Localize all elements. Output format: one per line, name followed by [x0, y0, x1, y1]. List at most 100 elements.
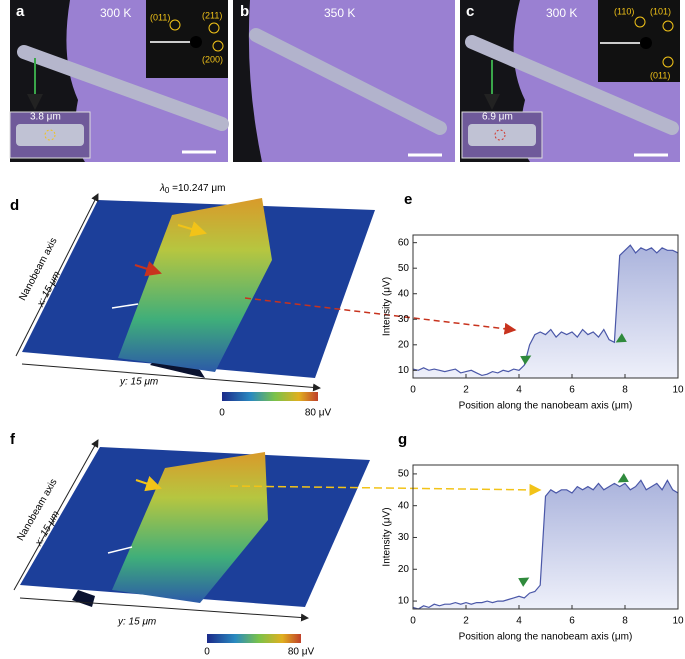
beam-stop [190, 36, 202, 48]
wavelength-value: =10.247 μm [169, 183, 225, 194]
temperature: 300 K [100, 6, 131, 20]
substrate-edge [233, 0, 262, 162]
spot-ring [169, 19, 181, 31]
wavelength: λ0 =10.247 μm [159, 183, 225, 195]
spot-ring [212, 40, 224, 52]
diffraction-inset [146, 0, 228, 78]
line [412, 244, 679, 377]
wavelength-symbol: λ [159, 183, 165, 194]
panel-letter: f [10, 431, 16, 448]
length-label: 3.8 μm [30, 112, 61, 123]
y-tick-label: 60 [398, 237, 410, 248]
step-marker [518, 577, 530, 587]
map-ridge [112, 452, 268, 603]
arrow [135, 475, 162, 492]
x-tick-label: 6 [569, 385, 575, 396]
panel-letter: c [466, 3, 474, 20]
y-tick-label: 10 [398, 365, 410, 376]
x-tick-label: 8 [622, 385, 628, 396]
temperature: 300 K [546, 6, 577, 20]
nanobeam [249, 28, 447, 135]
arrow [107, 546, 133, 554]
x-tick-label: 2 [463, 616, 469, 627]
line [412, 479, 679, 610]
colorbar [207, 634, 301, 643]
beam-stop [640, 37, 652, 49]
nanobeam [17, 45, 229, 131]
nanobeam [465, 35, 679, 135]
y-tick-label: 40 [398, 500, 410, 511]
wavelength-subscript: 0 [165, 186, 170, 195]
link-arrow [229, 483, 542, 496]
panel-b: b 350 K [233, 0, 455, 162]
x-axis-title: Position along the nanobeam axis (μm) [459, 401, 633, 412]
y-tick-label: 30 [398, 532, 410, 543]
y-tick-label: 30 [398, 314, 410, 325]
diffraction-inset [598, 0, 680, 82]
x-tick-label: 4 [516, 616, 522, 627]
area [413, 480, 678, 609]
probe-spot [44, 129, 56, 141]
axis-label: y: 15 μm [117, 617, 156, 628]
colorbar-label: 80 μV [288, 647, 315, 658]
colorbar-label: 80 μV [305, 408, 332, 419]
step-marker [615, 333, 627, 343]
spot-label: (011) [150, 12, 170, 22]
y-tick-label: 50 [398, 263, 410, 274]
nanobeam-tip [468, 124, 536, 146]
panel-letter: d [10, 197, 19, 214]
plot-frame [412, 234, 679, 379]
panel-c: (110) (101) (011) c 300 K 6.9 μm [460, 0, 680, 162]
spot-label: (200) [202, 54, 223, 64]
nanobeam-tip [16, 124, 84, 146]
area [413, 245, 678, 378]
spot-ring [662, 56, 674, 68]
panel-letter: a [16, 3, 25, 20]
x-tick-label: 6 [569, 616, 575, 627]
colorbar [222, 392, 318, 401]
panel-letter: b [240, 3, 249, 20]
chart: e 10 20 30 40 50 60 0 2 4 6 8 10 Position along the n… [382, 191, 684, 412]
y-tick-label: 40 [398, 288, 410, 299]
map-shadow [72, 590, 95, 607]
arrow [177, 221, 207, 237]
map-ridge [118, 198, 272, 372]
axis-arrow [13, 439, 99, 591]
chart: g 10 20 30 40 50 0 2 4 6 8 10 Position along the nan… [382, 431, 684, 643]
probe-spot [494, 129, 506, 141]
arrow [134, 261, 162, 277]
spot-ring [208, 22, 220, 34]
axis-label: y: 15 μm [119, 377, 158, 388]
arrow [111, 303, 139, 309]
temperature: 350 K [324, 6, 355, 20]
x-tick-label: 2 [463, 385, 469, 396]
x-tick-label: 0 [410, 616, 416, 627]
step-marker [617, 473, 629, 483]
y-tick-label: 10 [398, 596, 410, 607]
panel-letter: e [404, 191, 412, 208]
link-arrow [244, 297, 517, 335]
x-tick-label: 8 [622, 616, 628, 627]
x-tick-label: 10 [672, 385, 684, 396]
x-tick-label: 10 [672, 616, 684, 627]
spot-label: (110) [614, 6, 634, 16]
colorbar-label: 0 [204, 647, 210, 658]
panel-d: d λ0 =10.247 μm Nanobeam axis x: 15 μm y… [10, 183, 517, 419]
y-tick-label: 20 [398, 339, 410, 350]
x-tick-label: 4 [516, 385, 522, 396]
spot-label: (101) [650, 6, 671, 16]
y-axis-title: Intensity (μV) [382, 507, 393, 566]
spot-label: (011) [650, 70, 670, 80]
spot-ring [662, 20, 674, 32]
axis-arrow [21, 363, 321, 392]
x-axis-title: Position along the nanobeam axis (μm) [459, 632, 633, 643]
panel-letter: g [398, 431, 407, 448]
step-marker [520, 355, 532, 365]
spot-label: (211) [202, 10, 222, 20]
length-label: 6.9 μm [482, 112, 513, 123]
colorbar-label: 0 [219, 408, 225, 419]
x-tick-label: 0 [410, 385, 416, 396]
axis-arrow [19, 597, 309, 622]
spot-ring [634, 16, 646, 28]
